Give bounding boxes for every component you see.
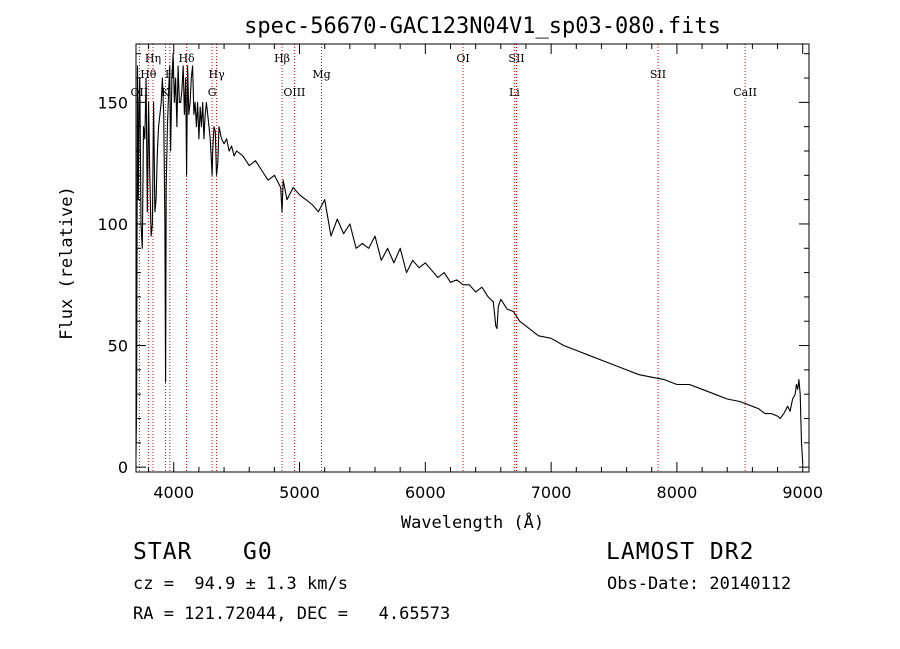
star-type-label: STAR — [133, 539, 193, 565]
x-tick-label: 7000 — [531, 483, 572, 502]
line-marker-label: OI — [456, 52, 469, 65]
line-marker-label: Hθ — [140, 68, 157, 81]
y-tick-label: 150 — [97, 93, 128, 112]
x-axis-label: Wavelength (Å) — [401, 511, 544, 533]
line-marker-label: Hβ — [274, 52, 290, 65]
spectral-subclass-label: G0 — [243, 539, 273, 565]
line-marker-label: Hδ — [178, 52, 195, 65]
chart-title: spec-56670-GAC123N04V1_sp03-080.fits — [244, 14, 721, 39]
y-tick-label: 100 — [97, 215, 128, 234]
x-tick-label: 4000 — [153, 483, 194, 502]
y-tick-label: 0 — [118, 458, 128, 477]
line-marker-label: Li — [509, 86, 520, 99]
y-tick-label: 50 — [108, 337, 128, 356]
line-marker-label: Hη — [145, 52, 161, 65]
redshift-label: cz = 94.9 ± 1.3 km/s — [133, 574, 348, 594]
spectrum-series — [135, 53, 804, 463]
x-tick-label: 5000 — [279, 483, 320, 502]
x-tick-label: 6000 — [405, 483, 446, 502]
line-marker-label: SII — [650, 68, 666, 81]
line-marker-label: OIII — [283, 86, 305, 99]
survey-label: LAMOST DR2 — [606, 539, 755, 565]
line-marker-label: CaII — [733, 86, 757, 99]
line-marker-label: K — [161, 86, 170, 99]
line-marker-label: SII — [508, 52, 524, 65]
x-tick-label: 8000 — [657, 483, 698, 502]
y-axis-label: Flux (relative) — [57, 186, 77, 340]
x-tick-label: 9000 — [782, 483, 823, 502]
coordinates-label: RA = 121.72044, DEC = 4.65573 — [133, 604, 451, 624]
line-marker-label: Mg — [312, 68, 330, 81]
plot-frame — [135, 43, 810, 473]
obs-date-label: Obs-Date: 20140112 — [607, 574, 792, 594]
line-marker-label: G — [208, 86, 217, 99]
line-marker-label: Hγ — [209, 68, 226, 81]
